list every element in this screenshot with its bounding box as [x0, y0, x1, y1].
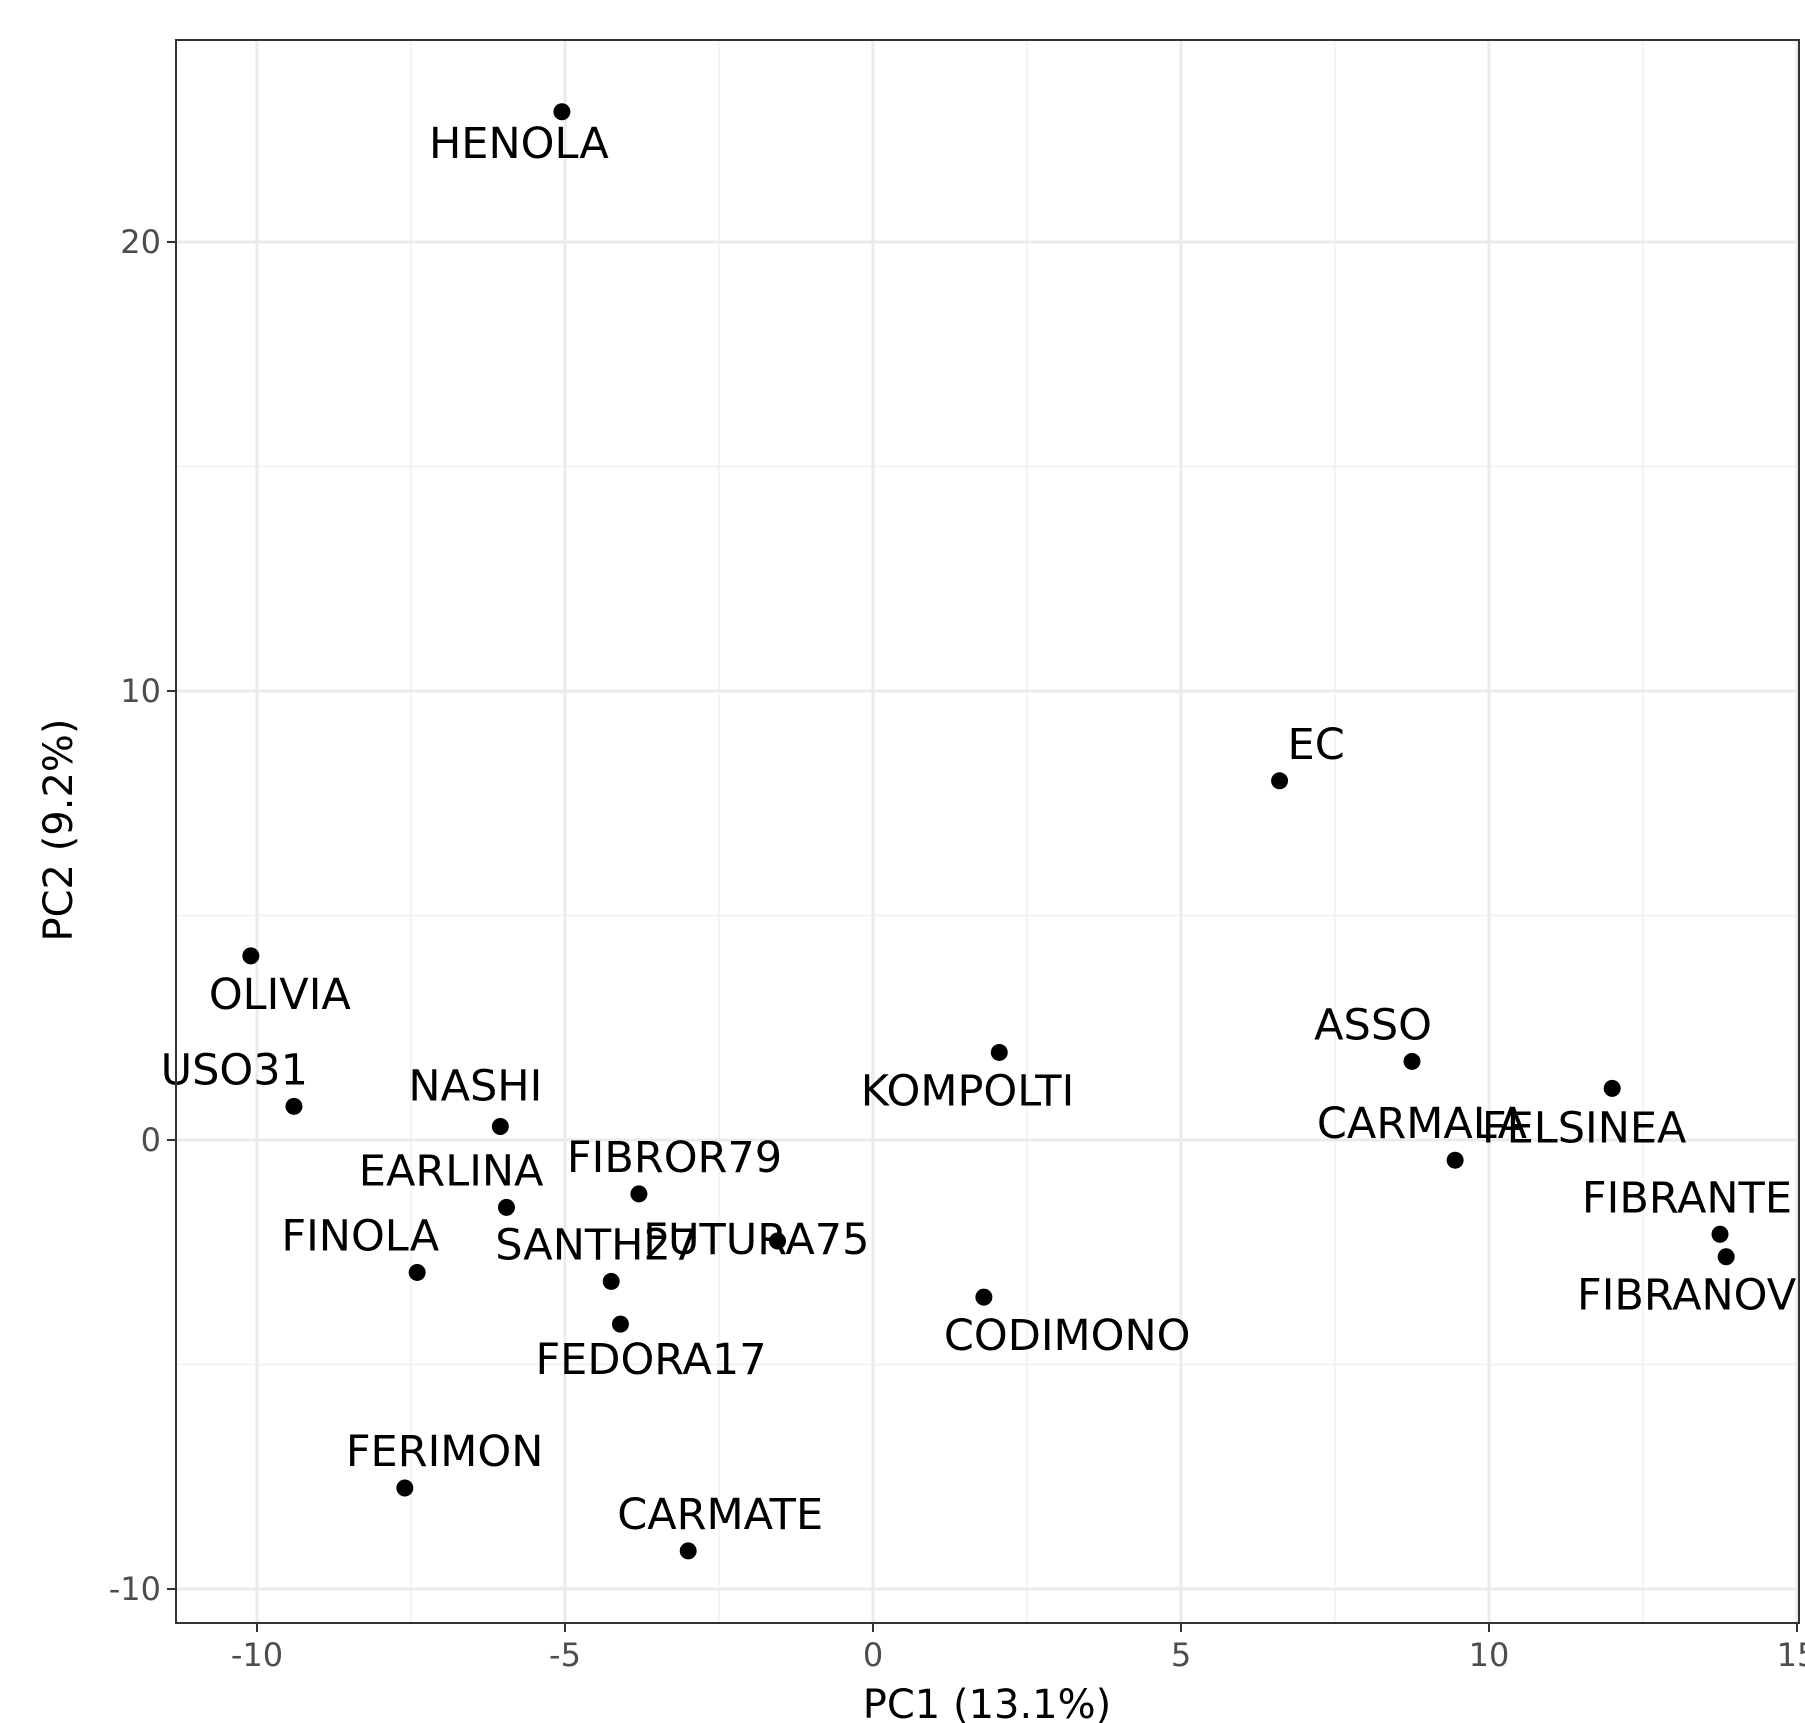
point-label: ASSO	[1314, 1000, 1432, 1050]
y-tick-label: 0	[141, 1121, 161, 1159]
point-label: CODIMONO	[944, 1311, 1191, 1361]
data-point	[630, 1185, 648, 1203]
point-label: FELSINEA	[1482, 1103, 1687, 1153]
y-tick-label: 20	[120, 223, 161, 261]
data-point	[497, 1198, 515, 1216]
point-label: FUTURA75	[643, 1215, 869, 1265]
data-point	[769, 1232, 787, 1250]
data-point	[1403, 1052, 1421, 1070]
plot-panel-border	[175, 39, 1800, 1624]
y-tick-label: -10	[109, 1570, 161, 1608]
point-label: NASHI	[408, 1062, 542, 1112]
data-point	[602, 1272, 620, 1290]
y-tick-label: 10	[120, 672, 161, 710]
plot-panel	[176, 40, 1799, 1623]
data-point	[1271, 772, 1289, 790]
point-label: SANTH27	[495, 1220, 698, 1270]
point-label: FERIMON	[346, 1427, 544, 1477]
data-point	[408, 1263, 426, 1281]
x-tick-label: -10	[231, 1636, 283, 1674]
point-label: FEDORA17	[535, 1335, 766, 1385]
x-tick-label: 15	[1777, 1636, 1805, 1674]
point-label: FINOLA	[281, 1211, 439, 1261]
minor-gridlines	[176, 40, 1799, 1623]
point-label: OLIVIA	[209, 970, 352, 1020]
major-gridlines	[176, 40, 1799, 1623]
x-axis: -10 -5 0 5 10 15	[231, 1623, 1805, 1674]
x-tick-label: 10	[1469, 1636, 1510, 1674]
point-label: FIBROR79	[567, 1133, 782, 1183]
data-point	[285, 1097, 303, 1115]
point-label: EARLINA	[359, 1146, 544, 1196]
x-tick-label: 5	[1171, 1636, 1191, 1674]
data-point	[679, 1542, 697, 1560]
data-point	[611, 1315, 629, 1333]
data-point	[242, 947, 260, 965]
point-label: FIBRANOV	[1577, 1271, 1797, 1321]
point-label: EC	[1288, 720, 1345, 770]
point-label: CARMATE	[617, 1490, 823, 1540]
x-tick-label: -5	[549, 1636, 581, 1674]
x-tick-label: 0	[863, 1636, 883, 1674]
y-axis-title: PC2 (9.2%)	[36, 718, 82, 941]
point-labels: HENOLA EC OLIVIA USO31 NASHI KOMPOLTI ASSO FELS…	[161, 119, 1797, 1540]
y-axis: -10 0 10 20	[109, 223, 176, 1608]
data-point	[1446, 1151, 1464, 1169]
data-points	[242, 103, 1735, 1560]
data-point	[491, 1118, 509, 1136]
data-point	[990, 1043, 1008, 1061]
point-label: FIBRANTE	[1582, 1173, 1792, 1223]
x-axis-title: PC1 (13.1%)	[863, 1682, 1112, 1723]
data-point	[1603, 1079, 1621, 1097]
point-label: KOMPOLTI	[861, 1066, 1075, 1116]
point-label: USO31	[161, 1045, 308, 1095]
data-point	[975, 1288, 993, 1306]
data-point	[1711, 1225, 1729, 1243]
data-point	[1717, 1248, 1735, 1266]
point-label: CARMALA	[1317, 1099, 1528, 1149]
point-label: HENOLA	[429, 119, 609, 169]
data-point	[396, 1479, 414, 1497]
data-point	[553, 103, 571, 121]
